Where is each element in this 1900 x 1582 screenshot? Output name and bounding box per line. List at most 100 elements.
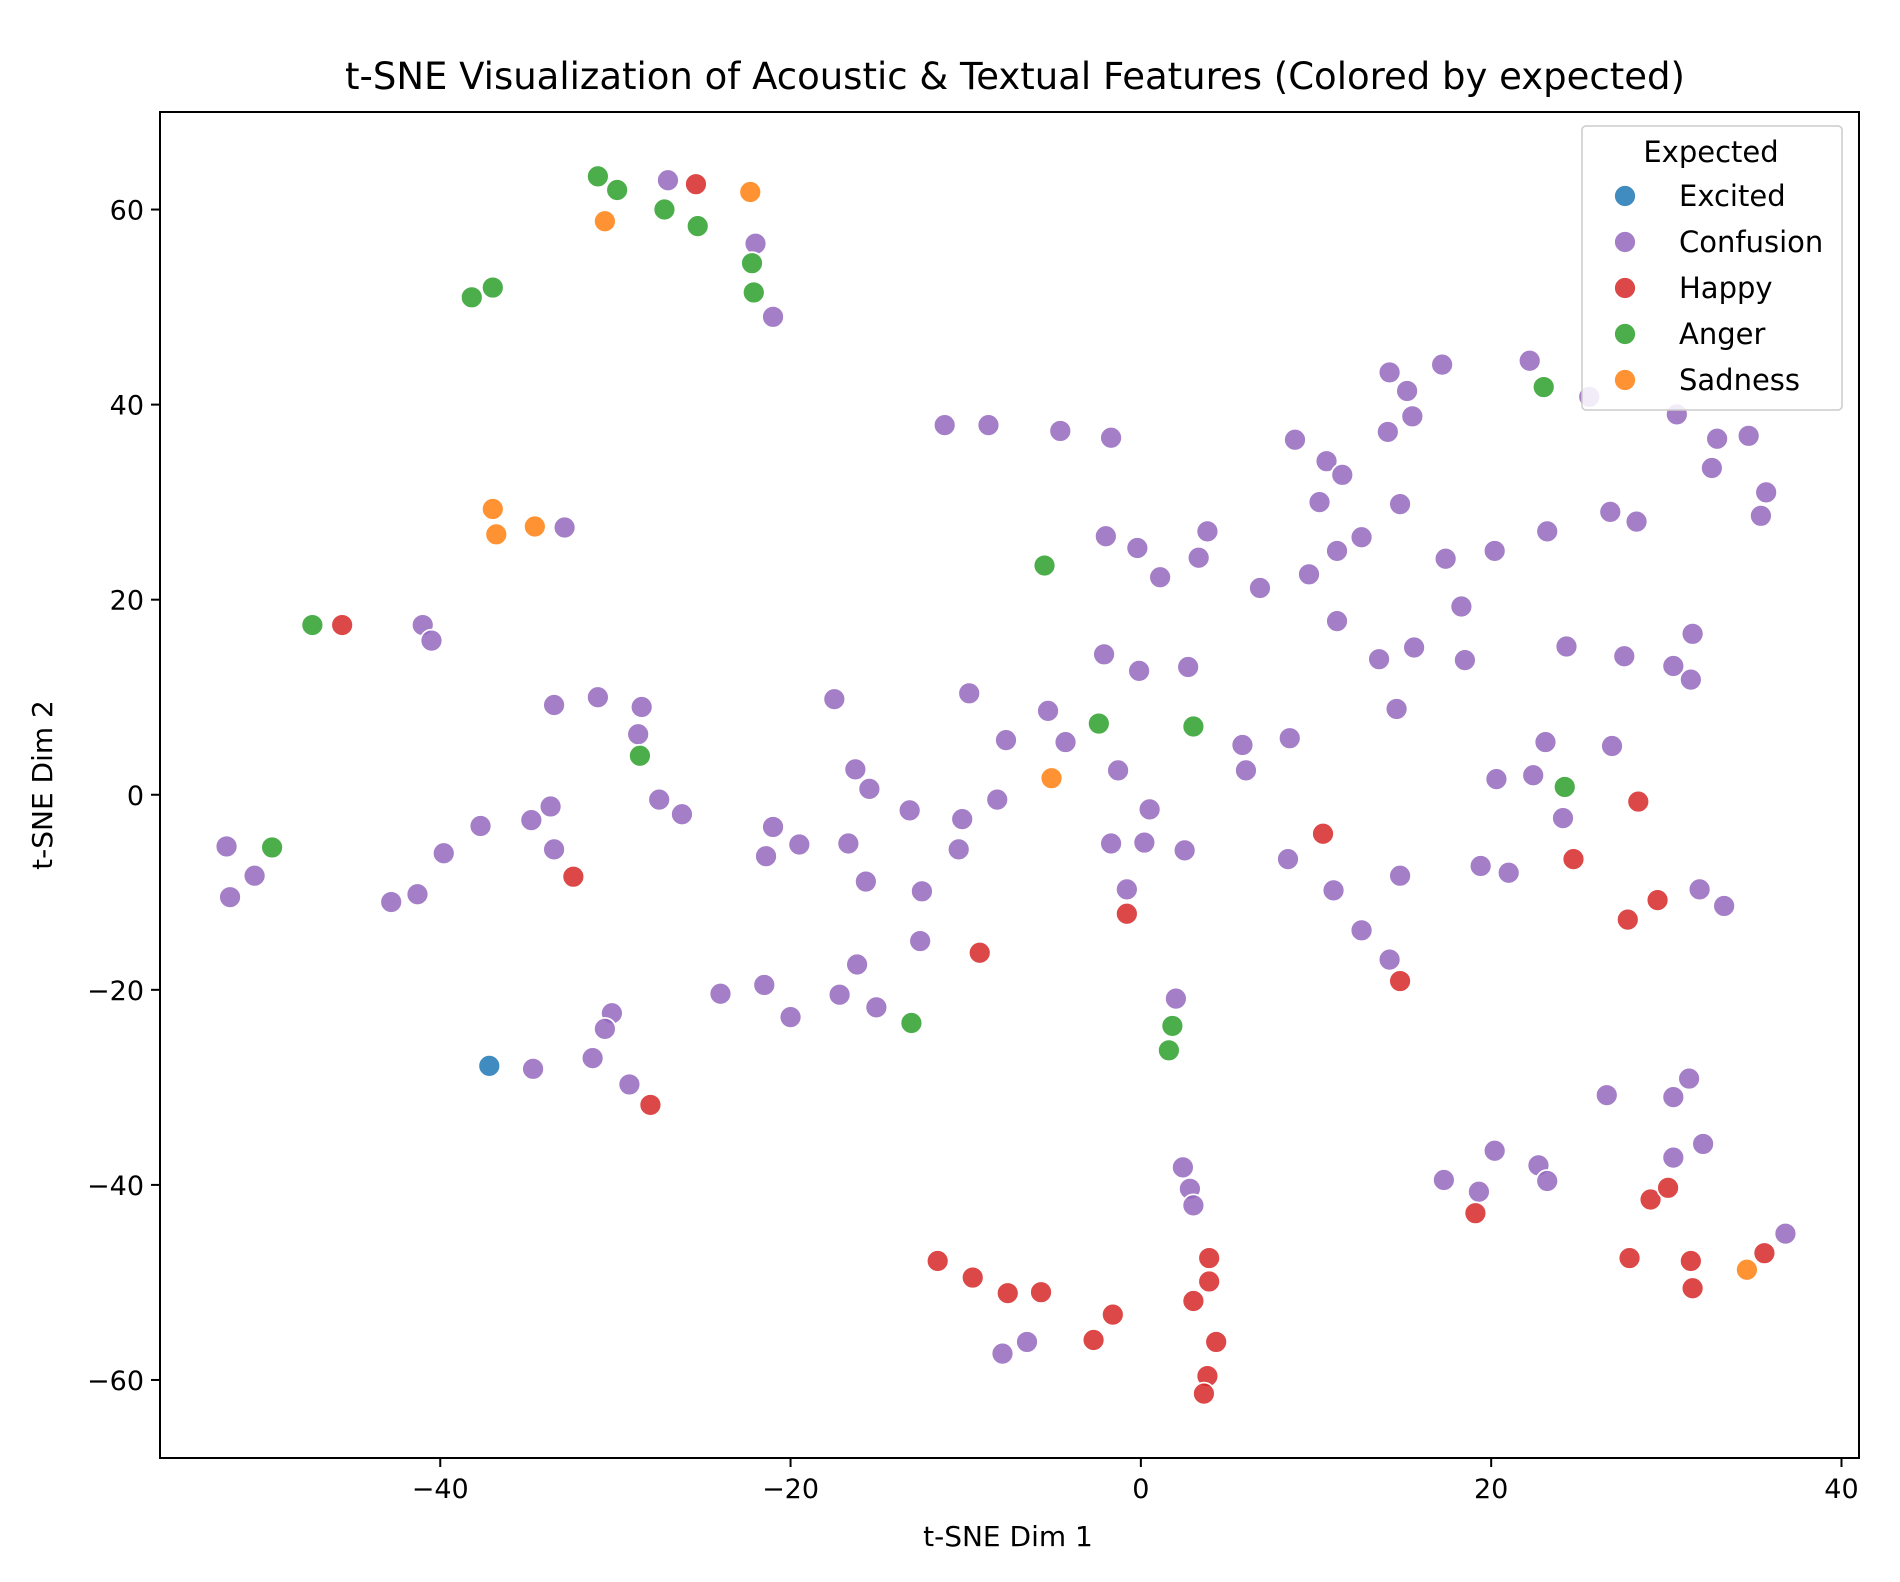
point-confusion [1132,830,1157,855]
point-confusion [419,628,444,653]
point-confusion [1377,360,1402,385]
point-confusion [1395,379,1420,403]
point-anger [1160,1014,1185,1038]
point-confusion [1325,539,1349,563]
point-confusion [1276,847,1300,872]
point-confusion [1375,420,1400,444]
point-confusion [379,890,404,914]
point-confusion [647,787,672,812]
point-confusion [1234,758,1258,783]
point-happy [1617,1246,1642,1270]
point-happy [960,1265,985,1290]
point-happy [1626,789,1651,814]
point-confusion [1705,426,1730,451]
point-confusion [242,863,267,888]
legend-label: Anger [1679,317,1765,351]
point-confusion [1433,546,1458,571]
point-confusion [1749,503,1773,528]
legend-label: Excited [1679,179,1786,213]
point-confusion [1048,419,1073,443]
legend-items: Excited Confusion Happy Anger Sadness [1613,179,1823,397]
point-confusion [1384,697,1409,721]
point-confusion [1600,734,1624,758]
legend-item-sadness: Sadness [1613,363,1800,397]
point-confusion [1736,423,1761,448]
y-tick-label: −60 [87,1366,144,1397]
point-confusion [752,973,777,997]
legend-marker [1613,230,1637,254]
point-confusion [910,879,934,904]
y-tick-label: −20 [87,976,144,1007]
point-confusion [1176,655,1201,679]
point-happy [1645,888,1670,912]
point-confusion [218,885,242,910]
point-happy [684,172,708,197]
legend-box [1581,125,1843,411]
point-confusion [1093,524,1118,549]
point-confusion [897,798,922,823]
point-confusion [1125,536,1150,560]
x-axis-ticks: −40 −20 0 20 40 [412,1458,1859,1505]
point-confusion [656,168,680,193]
point-confusion [1114,877,1139,902]
point-confusion [932,413,957,437]
point-happy [1100,1302,1125,1327]
plot-frame [159,111,1860,1459]
point-confusion [1551,806,1575,831]
point-happy [1615,907,1640,932]
point-happy [1029,1280,1053,1305]
point-confusion [1230,733,1255,757]
point-confusion [1148,565,1173,590]
point-anger [1181,714,1206,739]
y-axis-ticks: −60 −40 −20 0 20 40 60 [87,196,160,1397]
point-confusion [827,982,852,1007]
point-happy [925,1249,950,1273]
point-happy [1680,1276,1705,1301]
legend-item-happy: Happy [1613,271,1773,305]
point-anger [1531,375,1556,399]
point-happy [1678,1249,1703,1273]
point-happy [1204,1330,1229,1354]
point-happy [1197,1246,1222,1270]
x-tick-label: 40 [1824,1474,1858,1505]
point-confusion [1053,730,1078,754]
point-confusion [1314,449,1339,474]
point-confusion [1171,1155,1195,1180]
point-confusion [1535,1169,1560,1193]
legend: Expected Excited Confusion Happy Anger Sadne… [1581,125,1843,411]
point-confusion [787,832,812,857]
point-confusion [629,695,654,719]
point-anger [585,164,610,189]
point-confusion [1137,797,1162,822]
point-confusion [538,794,563,819]
point-confusion [1712,894,1737,918]
point-confusion [957,681,982,706]
point-confusion [743,231,768,256]
point-happy [1388,969,1412,993]
point-confusion [1496,860,1521,885]
point-anger [1552,775,1577,799]
point-confusion [1661,1145,1686,1170]
point-confusion [1172,838,1197,863]
point-anger [260,835,284,860]
point-confusion [1677,1066,1701,1091]
point-confusion [1680,621,1705,646]
point-happy [1656,1175,1680,1200]
legend-marker [1613,184,1637,208]
point-confusion [1554,634,1579,659]
point-confusion [592,1016,617,1041]
legend-label: Sadness [1679,363,1800,397]
point-confusion [1400,404,1425,429]
point-confusion [405,882,430,907]
point-confusion [1691,1132,1716,1156]
legend-label: Happy [1679,271,1773,305]
point-happy [1561,847,1586,872]
legend-item-excited: Excited [1613,179,1786,213]
point-confusion [1430,352,1455,377]
point-sadness [592,209,617,234]
point-anger [1032,553,1057,578]
point-confusion [950,807,975,832]
point-confusion [1325,609,1349,634]
point-anger [480,275,505,300]
point-anger [740,251,764,276]
